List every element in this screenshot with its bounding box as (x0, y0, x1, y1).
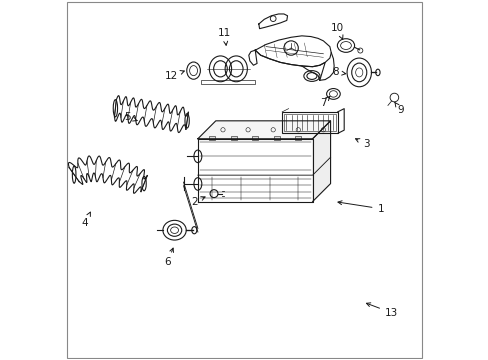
Bar (230, 135, 236, 140)
Text: 7: 7 (320, 96, 329, 108)
Polygon shape (198, 121, 330, 139)
Text: 2: 2 (191, 197, 204, 207)
Text: 12: 12 (164, 71, 184, 81)
Text: 3: 3 (355, 139, 369, 149)
Text: 9: 9 (394, 102, 403, 115)
Text: 13: 13 (366, 303, 397, 318)
Bar (284, 114, 335, 131)
Text: 11: 11 (218, 28, 231, 45)
Text: 4: 4 (81, 212, 90, 228)
Bar (209, 135, 215, 140)
Text: 6: 6 (164, 248, 173, 267)
Text: 10: 10 (330, 23, 344, 39)
Bar (295, 135, 301, 140)
Text: 1: 1 (337, 201, 383, 214)
Text: 5: 5 (124, 112, 137, 122)
Bar (252, 135, 258, 140)
Bar (201, 80, 255, 84)
Bar (273, 135, 279, 140)
Text: 8: 8 (332, 67, 345, 77)
Bar (282, 112, 337, 134)
Polygon shape (312, 121, 330, 202)
